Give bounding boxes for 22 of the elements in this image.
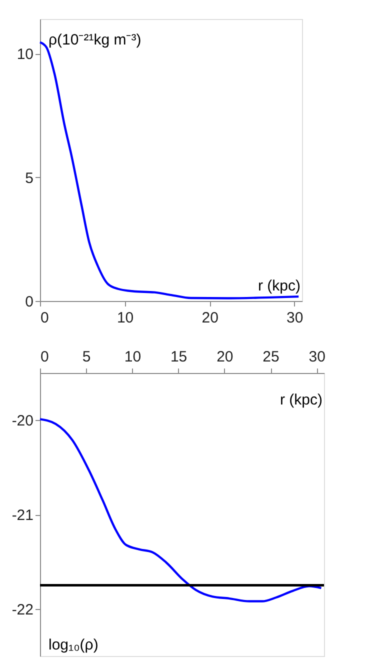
x-tick-label: 0 bbox=[40, 310, 49, 326]
x-tick-label: 20 bbox=[216, 348, 234, 366]
x-tick-label: 30 bbox=[308, 348, 326, 366]
x-tick-label: 20 bbox=[202, 310, 218, 326]
x-tick-label: 5 bbox=[82, 348, 91, 366]
x-tick-label: 10 bbox=[116, 310, 134, 326]
y-axis-title: log₁₀(ρ) bbox=[48, 636, 98, 654]
line-series bbox=[38, 418, 322, 602]
y-tick-label: -22 bbox=[12, 601, 34, 618]
x-axis-title: r (kpc) bbox=[280, 392, 322, 408]
x-tick-label: 30 bbox=[286, 310, 304, 326]
y-tick-label: -21 bbox=[12, 507, 34, 524]
y-tick-label: -20 bbox=[12, 412, 34, 430]
x-tick-label: 10 bbox=[124, 348, 142, 366]
x-tick-label: 25 bbox=[262, 348, 280, 366]
y-tick-label: 10 bbox=[16, 46, 34, 64]
y-tick-label: 5 bbox=[25, 170, 34, 187]
x-axis-title: r (kpc) bbox=[258, 278, 300, 294]
x-tick-label: 0 bbox=[40, 348, 49, 366]
y-axis-title: ρ(10⁻²¹kg m⁻³) bbox=[48, 32, 142, 48]
y-tick-label: 0 bbox=[25, 294, 34, 310]
x-tick-label: 15 bbox=[170, 348, 188, 366]
